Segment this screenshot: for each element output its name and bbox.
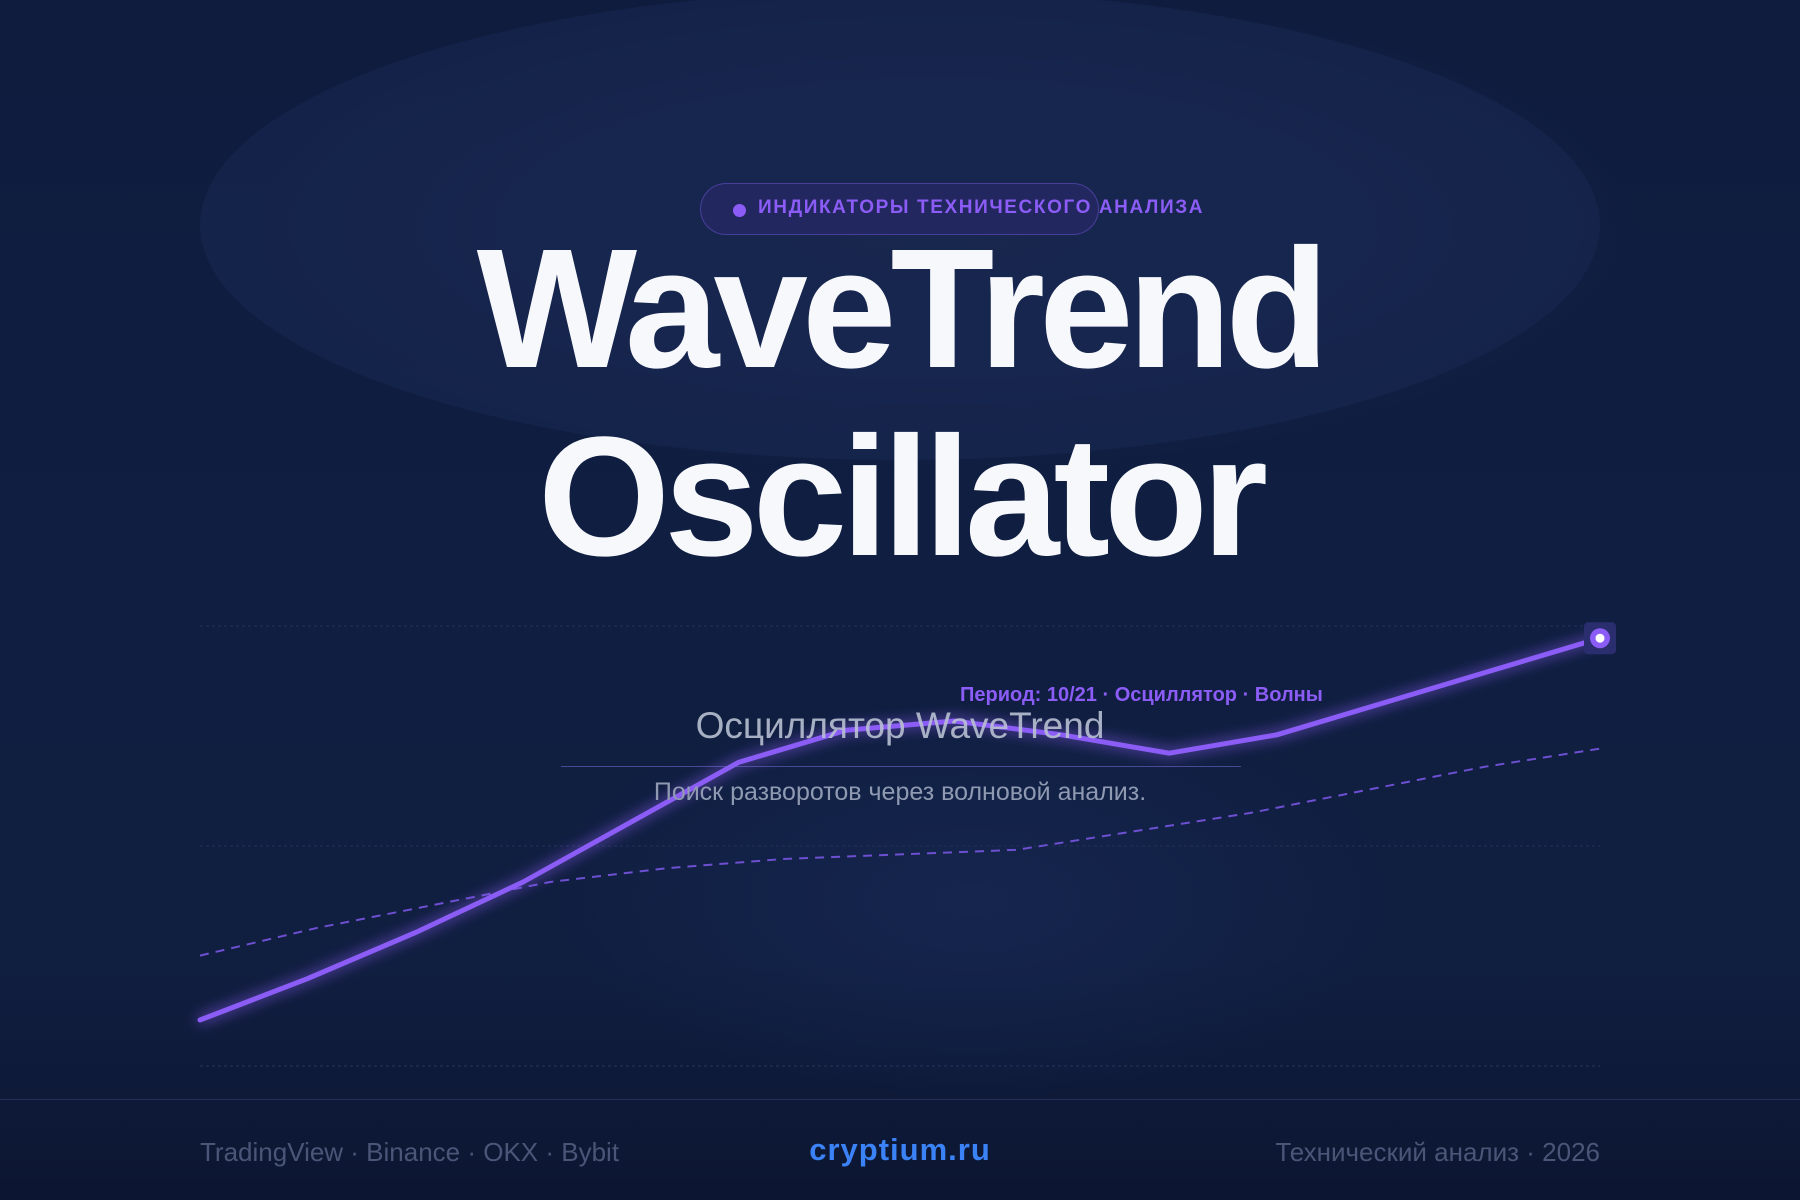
overlay-divider [561,766,1241,767]
chart-grid [200,625,1600,1067]
overlay-title: Осциллятор WaveTrend [695,705,1105,746]
dot-icon [733,204,746,217]
wavetrend-line [197,635,1603,1023]
circle-marker-center [1595,633,1605,643]
footer-divider [0,1099,1800,1100]
category-badge [700,183,1099,235]
title-line-2: Oscillator [537,402,1268,592]
title-line-1: WaveTrend [476,214,1330,404]
footer-caption: Технический анализ · 2026 [1275,1137,1600,1167]
overlay-subtitle: Поиск разворотов через волновой анализ. [653,778,1147,806]
chart-annotation: Период: 10/21 · Осциллятор · Волны [960,684,1323,706]
signal-line [199,747,1601,957]
footer-site-link[interactable]: cryptium.ru [809,1132,991,1167]
category-badge-label: ИНДИКАТОРЫ ТЕХНИЧЕСКОГО АНАЛИЗА [758,197,1205,218]
footer-exchanges: TradingView · Binance · OKX · Bybit [200,1137,620,1167]
